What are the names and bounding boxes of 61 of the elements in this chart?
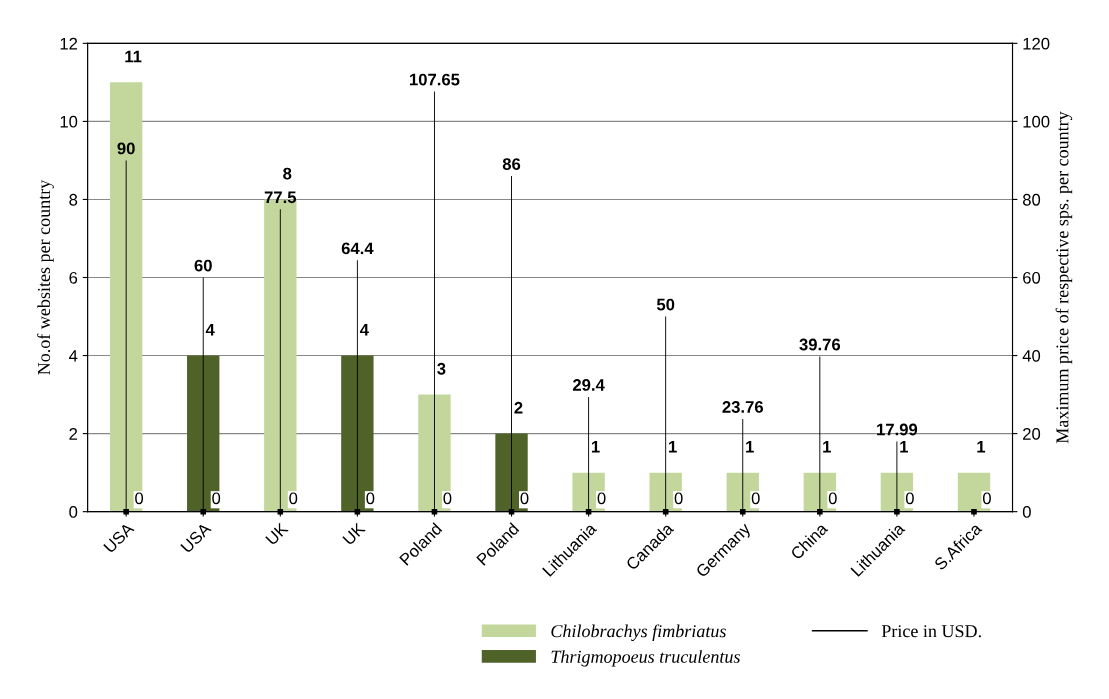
y-tick-label: 4 [69,350,78,362]
y2-tick-label: 60 [1023,271,1041,284]
x-tick-label: UK [342,521,366,546]
data-label: 60 [194,259,212,272]
x-tick-label: USA [180,521,212,554]
y-tick-label: 8 [69,193,78,206]
data-label: 1 [977,441,986,453]
y2-tick-label: 40 [1022,349,1041,362]
data-label: 3 [437,362,446,375]
bar [418,394,451,512]
y2-tick-label: 80 [1022,193,1041,206]
data-label: 4 [205,323,215,336]
data-label: 23.76 [722,401,764,413]
data-label: 107.65 [410,73,460,86]
y-tick-label: 12 [60,37,78,50]
y-axis-title: No.of websites per country [37,179,54,375]
data-label: 86 [502,158,521,170]
y-tick-label: 0 [69,506,78,518]
data-label: 11 [125,50,142,63]
data-label: 1 [823,441,831,453]
data-label: 0 [366,492,375,505]
data-label: 4 [359,323,369,336]
y-tick-label: 10 [60,115,78,128]
y-tick-label: 6 [69,271,78,284]
y2-axis-title: Maximum price of respective sps. per country [1055,111,1073,444]
bar [495,433,528,512]
data-label: 1 [900,441,909,453]
data-label: 0 [905,492,914,505]
y2-tick-label: 100 [1023,115,1050,128]
data-label: 2 [514,401,523,414]
data-label: 77.5 [264,191,297,204]
data-label: 0 [443,492,452,505]
data-label: 0 [597,492,606,505]
data-label: 50 [656,298,675,311]
x-tick-label: UK [265,521,289,546]
data-label: 0 [135,492,144,505]
data-label: 0 [520,492,529,505]
legend-label: Thrigmopoeus truculentus [551,650,740,667]
legend-label: Chilobrachys fimbriatus [551,624,726,641]
y2-tick-label: 120 [1023,37,1050,50]
y2-tick-label: 0 [1022,506,1031,518]
data-label: 0 [828,492,837,505]
data-label: 90 [117,142,135,155]
data-label: 1 [591,441,600,453]
data-label: 0 [289,492,298,505]
data-label: 64.4 [341,242,374,255]
data-label: 0 [982,492,991,505]
legend-label: Price in USD. [881,625,981,638]
data-label: 1 [669,441,677,453]
bar [109,82,143,512]
y2-tick-label: 20 [1023,428,1041,440]
data-label: 1 [746,441,754,453]
data-label: 39.76 [799,338,841,351]
data-label: 29.4 [572,379,605,391]
data-label: 8 [283,167,292,180]
data-label: 0 [212,492,221,505]
data-label: 17.99 [877,423,918,436]
x-tick-label: USA [103,521,135,554]
y-tick-label: 2 [69,428,78,440]
data-label: 0 [674,492,683,505]
data-label: 0 [751,492,760,505]
